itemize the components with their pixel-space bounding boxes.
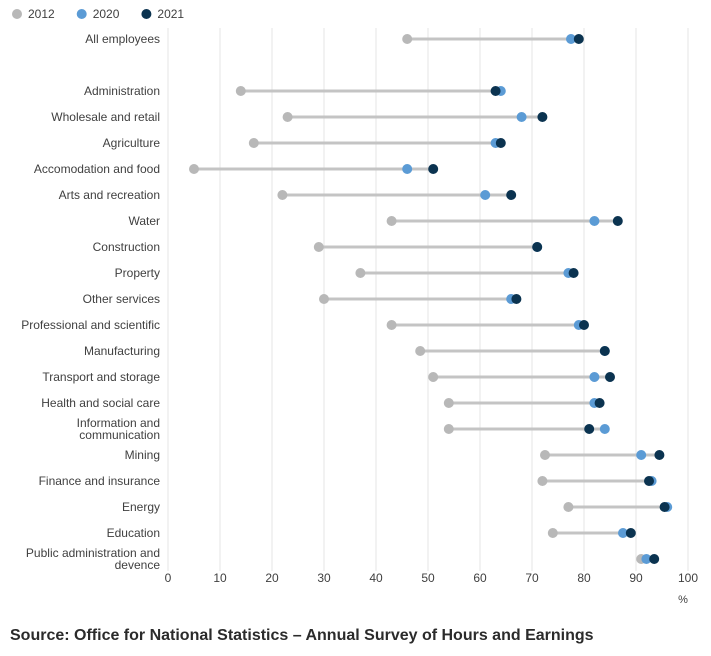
point-2020 bbox=[589, 372, 600, 382]
legend-label-2020: 2020 bbox=[93, 7, 120, 21]
category-label: Energy bbox=[122, 500, 160, 514]
point-2021 bbox=[612, 216, 623, 226]
category-label: Water bbox=[128, 214, 160, 228]
point-2021 bbox=[594, 398, 605, 408]
x-tick-label: 50 bbox=[421, 571, 435, 585]
point-2021 bbox=[644, 476, 654, 486]
x-tick-label: 70 bbox=[525, 571, 539, 585]
point-2021 bbox=[511, 294, 522, 304]
x-tick-label: 60 bbox=[473, 571, 487, 585]
point-2021 bbox=[568, 268, 579, 278]
category-label: Public administration and bbox=[26, 546, 160, 560]
category-label: Agriculture bbox=[103, 136, 161, 150]
point-2021 bbox=[605, 372, 615, 382]
point-2012 bbox=[386, 216, 397, 226]
point-2021 bbox=[599, 346, 610, 356]
point-2012 bbox=[415, 346, 426, 356]
point-2012 bbox=[235, 86, 246, 96]
category-label: Information and bbox=[77, 416, 160, 430]
point-2021 bbox=[584, 424, 595, 434]
point-2012 bbox=[319, 294, 329, 304]
category-label: Manufacturing bbox=[84, 344, 160, 358]
legend-marker-2012 bbox=[12, 9, 22, 19]
x-tick-label: 20 bbox=[265, 571, 279, 585]
category-label: Administration bbox=[84, 84, 160, 98]
point-2012 bbox=[563, 502, 574, 512]
category-label: communication bbox=[79, 428, 160, 442]
point-2012 bbox=[386, 320, 397, 330]
point-2020 bbox=[516, 112, 527, 122]
point-2021 bbox=[573, 34, 584, 44]
point-2021 bbox=[537, 112, 548, 122]
legend: 2012 2020 2021 bbox=[12, 7, 184, 21]
point-2020 bbox=[599, 424, 610, 434]
point-2012 bbox=[189, 164, 199, 174]
point-2020 bbox=[480, 190, 491, 200]
point-2012 bbox=[443, 398, 454, 408]
category-label: Property bbox=[115, 266, 160, 280]
category-label: Wholesale and retail bbox=[51, 110, 160, 124]
x-tick-label: 100 bbox=[678, 571, 698, 585]
source-note: Source: Office for National Statistics –… bbox=[10, 627, 594, 644]
point-2021 bbox=[649, 554, 660, 564]
point-2021 bbox=[532, 242, 543, 252]
category-label: Health and social care bbox=[41, 396, 160, 410]
point-2020 bbox=[589, 216, 600, 226]
legend-marker-2020 bbox=[76, 9, 87, 19]
point-2012 bbox=[537, 476, 548, 486]
x-unit-label: % bbox=[678, 594, 688, 606]
point-2021 bbox=[579, 320, 589, 330]
x-tick-label: 0 bbox=[165, 571, 172, 585]
category-label: Arts and recreation bbox=[59, 188, 160, 202]
point-2012 bbox=[428, 372, 439, 382]
x-axis: 0 10 20 30 40 50 60 70 80 90 100% bbox=[165, 571, 699, 606]
category-label: Construction bbox=[93, 240, 160, 254]
point-2020 bbox=[402, 164, 413, 174]
legend-marker-2021 bbox=[141, 9, 152, 19]
point-2021 bbox=[495, 138, 506, 148]
category-labels: All employees Administration Wholesale and… bbox=[21, 32, 160, 572]
dot-range-chart: 2012 2020 2021 All employees Administration… bbox=[12, 7, 699, 606]
category-label: Education bbox=[107, 526, 160, 540]
point-2020 bbox=[641, 554, 652, 564]
x-tick-label: 40 bbox=[369, 571, 383, 585]
range-lines bbox=[194, 37, 668, 561]
data-points bbox=[189, 34, 673, 564]
point-2012 bbox=[248, 138, 259, 148]
category-label: Finance and insurance bbox=[39, 474, 161, 488]
point-2012 bbox=[547, 528, 558, 538]
point-2020 bbox=[636, 450, 647, 460]
point-2020 bbox=[566, 34, 576, 44]
category-label: devence bbox=[115, 558, 161, 572]
point-2012 bbox=[282, 112, 293, 122]
category-label: Transport and storage bbox=[42, 370, 160, 384]
category-label: Mining bbox=[125, 448, 160, 462]
category-label: Professional and scientific bbox=[21, 318, 160, 332]
point-2012 bbox=[540, 450, 550, 460]
point-2012 bbox=[277, 190, 288, 200]
category-label: Other services bbox=[83, 292, 160, 306]
category-label: Accomodation and food bbox=[34, 162, 160, 176]
x-tick-label: 80 bbox=[577, 571, 591, 585]
point-2012 bbox=[443, 424, 454, 434]
category-label: All employees bbox=[85, 32, 160, 46]
point-2012 bbox=[313, 242, 324, 252]
x-tick-label: 90 bbox=[629, 571, 643, 585]
x-tick-label: 10 bbox=[213, 571, 227, 585]
point-2021 bbox=[654, 450, 665, 460]
point-2021 bbox=[659, 502, 670, 512]
legend-label-2012: 2012 bbox=[28, 7, 55, 21]
x-tick-label: 30 bbox=[317, 571, 331, 585]
point-2021 bbox=[625, 528, 636, 538]
point-2012 bbox=[355, 268, 366, 278]
point-2021 bbox=[428, 164, 439, 174]
legend-label-2021: 2021 bbox=[157, 7, 184, 21]
point-2021 bbox=[490, 86, 501, 96]
point-2021 bbox=[506, 190, 517, 200]
point-2012 bbox=[402, 34, 413, 44]
point-2020 bbox=[618, 528, 628, 538]
